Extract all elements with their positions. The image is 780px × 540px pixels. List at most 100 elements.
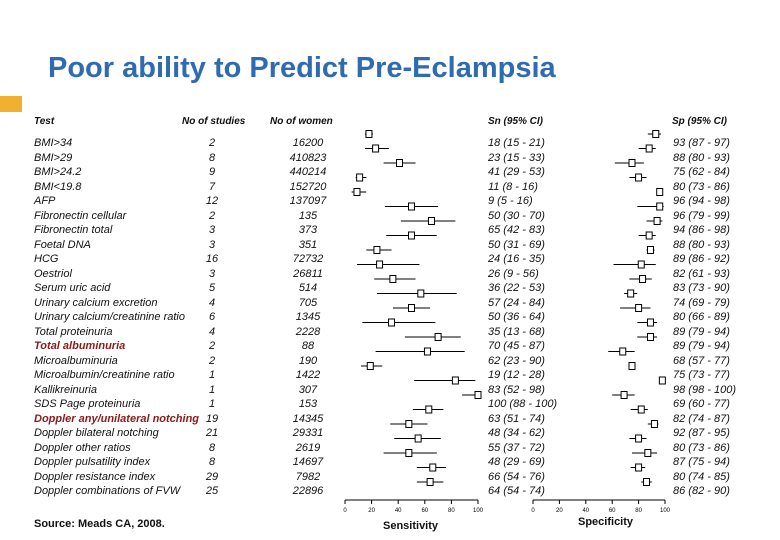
sensitivity-point — [356, 173, 364, 182]
test-name: Microalbumin/creatinine ratio — [34, 369, 175, 381]
specificity-value: 88 (80 - 93) — [673, 238, 730, 251]
sensitivity-point — [366, 362, 374, 370]
x-tick-label: 20 — [556, 508, 563, 514]
x-tick-label: 0 — [343, 508, 347, 514]
specificity-point — [628, 159, 636, 167]
sensitivity-point — [376, 260, 384, 269]
test-name: Urinary calcium excretion — [34, 296, 158, 309]
studies-count: 1 — [208, 398, 216, 410]
sensitivity-value: 50 (36 - 64) — [488, 311, 545, 323]
women-count: 152720 — [289, 180, 327, 193]
studies-count: 3 — [208, 238, 216, 251]
specificity-value: 94 (86 - 98) — [673, 224, 730, 236]
sensitivity-point — [408, 304, 415, 312]
sensitivity-value: 48 (29 - 69) — [488, 456, 545, 468]
header-no-women: No of women — [270, 116, 333, 127]
test-name: BMI>29 — [34, 151, 73, 164]
x-tick-label: 100 — [473, 508, 484, 514]
table-row: BMI>29 8 410823 23 (15 - 33) 88 (80 - 93) — [0, 151, 780, 165]
sensitivity-axis-label: Sensitivity — [383, 520, 439, 532]
studies-count: 4 — [208, 296, 216, 309]
specificity-value: 80 (73 - 86) — [673, 441, 730, 454]
x-tick-label: 80 — [448, 508, 455, 514]
test-name: Urinary calcium/creatinine ratio — [34, 311, 185, 323]
specificity-point — [658, 376, 666, 385]
studies-count: 2 — [208, 340, 216, 352]
women-count: 373 — [298, 224, 318, 236]
x-tick-label: 60 — [609, 508, 616, 514]
specificity-point — [628, 362, 636, 370]
specificity-value: 80 (74 - 85) — [673, 470, 730, 483]
specificity-value: 88 (80 - 93) — [673, 151, 730, 164]
table-row: Doppler any/unilateral notching 19 14345 63… — [0, 412, 780, 426]
test-name: Fibronectin total — [34, 224, 113, 236]
specificity-point — [646, 246, 654, 254]
women-count: 351 — [298, 238, 318, 251]
sensitivity-value: 66 (54 - 76) — [488, 470, 545, 483]
table-row: Foetal DNA 3 351 50 (31 - 69) 88 (80 - 93) — [0, 238, 780, 252]
test-name: Doppler bilateral notching — [34, 427, 159, 439]
sensitivity-value: 100 (88 - 100) — [488, 398, 558, 410]
sensitivity-value: 50 (31 - 69) — [488, 238, 545, 251]
sensitivity-value: 65 (42 - 83) — [488, 224, 545, 236]
table-row: Doppler pulsatility index 8 14697 48 (29 - … — [0, 455, 780, 469]
table-row: Doppler combinations of FVW 25 22896 64 (54… — [0, 484, 780, 498]
studies-count: 8 — [208, 151, 216, 164]
specificity-value: 75 (62 - 84) — [673, 166, 730, 178]
x-tick-label: 40 — [582, 508, 589, 514]
table-row: Doppler resistance index 29 7982 66 (54 - 7… — [0, 470, 780, 484]
sensitivity-point — [434, 333, 442, 341]
studies-count: 8 — [208, 456, 216, 468]
specificity-point — [635, 173, 643, 182]
test-name: Foetal DNA — [34, 238, 91, 251]
women-count: 705 — [298, 296, 318, 309]
women-count: 410823 — [289, 151, 327, 164]
x-tick-label: 0 — [531, 508, 535, 514]
sensitivity-point — [414, 434, 422, 443]
header-sn: Sn (95% CI) — [488, 116, 544, 127]
specificity-value: 83 (73 - 90) — [673, 282, 730, 294]
table-row: Total proteinuria 4 2228 35 (13 - 68) 89 (79… — [0, 325, 780, 339]
specificity-value: 89 (79 - 94) — [673, 340, 730, 352]
test-name: Doppler resistance index — [34, 470, 156, 483]
specificity-value: 82 (74 - 87) — [673, 412, 730, 425]
specificity-value: 86 (82 - 90) — [673, 485, 730, 497]
women-count: 137097 — [289, 195, 327, 207]
specificity-value: 92 (87 - 95) — [673, 427, 730, 439]
women-count: 2619 — [295, 441, 321, 454]
x-tick-label: 100 — [660, 508, 671, 514]
women-count: 153 — [298, 398, 318, 410]
studies-count: 1 — [208, 369, 216, 381]
specificity-point — [644, 449, 652, 457]
specificity-value: 93 (87 - 97) — [673, 137, 730, 149]
studies-count: 2 — [208, 209, 216, 222]
specificity-point — [646, 318, 654, 327]
specificity-value: 80 (66 - 89) — [673, 311, 730, 323]
test-name: SDS Page proteinuria — [34, 398, 141, 410]
specificity-point — [645, 231, 653, 240]
women-count: 2228 — [295, 325, 321, 338]
sensitivity-point — [426, 478, 434, 486]
table-row: HCG 16 72732 24 (16 - 35) 89 (86 - 92) — [0, 252, 780, 266]
test-name: Doppler pulsatility index — [34, 456, 151, 468]
specificity-point — [635, 463, 643, 472]
studies-count: 21 — [205, 427, 219, 439]
studies-count: 16 — [205, 253, 219, 265]
table-row: Fibronectin cellular 2 135 50 (30 - 70) 96 (… — [0, 209, 780, 223]
sensitivity-point — [388, 318, 396, 327]
specificity-value: 96 (94 - 98) — [673, 195, 730, 207]
header-no-studies: No of studies — [182, 116, 246, 127]
women-count: 307 — [298, 383, 318, 396]
sensitivity-value: 35 (13 - 68) — [488, 325, 545, 338]
sensitivity-point — [474, 391, 482, 399]
table-row: BMI<19.8 7 152720 11 (8 - 16) 80 (73 - 86) — [0, 180, 780, 194]
women-count: 14697 — [292, 456, 324, 468]
specificity-point — [645, 144, 653, 153]
studies-count: 1 — [208, 383, 216, 396]
women-count: 135 — [298, 209, 318, 222]
sensitivity-point — [372, 144, 380, 153]
sensitivity-point — [389, 275, 397, 283]
women-count: 72732 — [292, 253, 324, 265]
table-row: Microalbuminuria 2 190 62 (23 - 90) 68 (57 -… — [0, 354, 780, 368]
